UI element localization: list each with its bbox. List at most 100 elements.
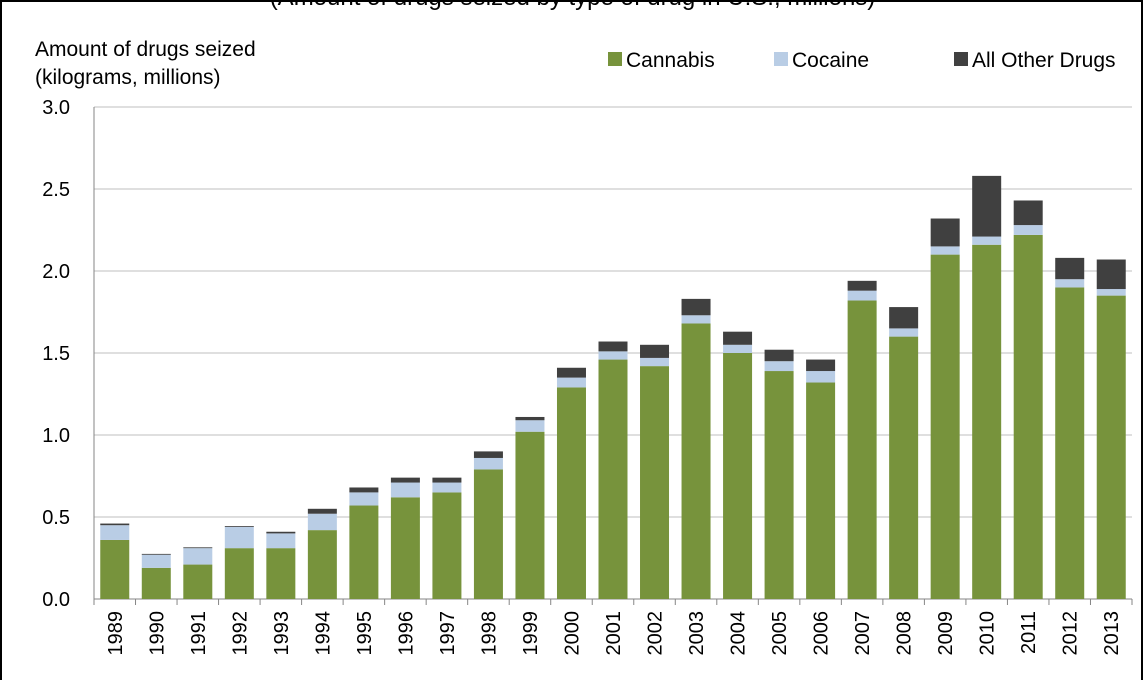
- bar-all-other-drugs: [972, 175, 1002, 237]
- bar-all-other-drugs: [141, 553, 171, 555]
- bar-cocaine: [224, 526, 254, 549]
- bar-all-other-drugs: [723, 331, 753, 345]
- bar-cannabis: [1055, 287, 1085, 599]
- x-tick-label: 1997: [437, 611, 459, 656]
- bar-all-other-drugs: [349, 487, 379, 493]
- x-tick-label: 1999: [520, 611, 542, 656]
- bar-all-other-drugs: [266, 531, 296, 534]
- x-tick-label: 1998: [478, 611, 500, 656]
- bar-cocaine: [515, 420, 545, 432]
- bar-all-other-drugs: [515, 416, 545, 421]
- bar-all-other-drugs: [598, 341, 628, 352]
- x-tick-label: 2007: [852, 611, 874, 656]
- bar-cannabis: [972, 244, 1002, 599]
- y-tick-label: 0.0: [42, 589, 70, 611]
- bar-cocaine: [556, 377, 586, 388]
- bar-cocaine: [930, 246, 960, 255]
- x-tick-label: 2004: [728, 611, 750, 656]
- bar-cannabis: [100, 539, 130, 599]
- bar-cocaine: [889, 328, 919, 337]
- legend-label: Cannabis: [626, 49, 715, 72]
- bar-cocaine: [473, 457, 503, 470]
- bar-all-other-drugs: [224, 526, 254, 527]
- bar-cannabis: [1096, 295, 1126, 599]
- x-tick-label: 1990: [146, 611, 168, 656]
- y-tick-label: 3.0: [42, 97, 70, 119]
- x-tick-label: 1994: [312, 611, 334, 656]
- bar-cannabis: [764, 371, 794, 599]
- bar-cannabis: [723, 353, 753, 599]
- bar-all-other-drugs: [764, 349, 794, 362]
- bar-cocaine: [972, 236, 1002, 245]
- x-tick-label: 2005: [769, 611, 791, 656]
- x-tick-label: 1995: [354, 611, 376, 656]
- bar-all-other-drugs: [473, 451, 503, 458]
- bar-cannabis: [473, 469, 503, 599]
- x-tick-label: 2008: [894, 611, 916, 656]
- x-tick-label: 2000: [561, 611, 583, 656]
- legend-swatch: [954, 52, 968, 66]
- x-tick-label: 2010: [977, 611, 999, 656]
- bar-cocaine: [141, 554, 171, 568]
- x-tick-label: 1996: [395, 611, 417, 656]
- x-tick-label: 2001: [603, 611, 625, 656]
- x-tick-label: 2013: [1101, 611, 1123, 656]
- y-axis-label: Amount of drugs seized (kilograms, milli…: [35, 36, 256, 92]
- bar-all-other-drugs: [806, 359, 836, 372]
- bar-cocaine: [266, 533, 296, 549]
- bar-all-other-drugs: [930, 218, 960, 247]
- bar-cocaine: [349, 492, 379, 506]
- bar-cocaine: [432, 482, 462, 493]
- bar-cocaine: [847, 290, 877, 301]
- bar-cocaine: [723, 344, 753, 353]
- chart-caption: (Amount of drugs seized by type of drug …: [0, 0, 1145, 12]
- y-tick-label: 2.0: [42, 261, 70, 283]
- legend-label: All Other Drugs: [972, 49, 1116, 72]
- legend-swatch: [774, 52, 788, 66]
- bar-cannabis: [432, 492, 462, 599]
- x-tick-label: 1993: [271, 611, 293, 656]
- bar-cocaine: [1055, 279, 1085, 288]
- x-tick-label: 2011: [1018, 611, 1040, 654]
- legend-swatch: [608, 52, 622, 66]
- bar-all-other-drugs: [556, 367, 586, 378]
- bar-all-other-drugs: [390, 477, 420, 483]
- bar-cannabis: [307, 530, 337, 599]
- bar-cocaine: [598, 351, 628, 360]
- x-tick-label: 2012: [1060, 611, 1082, 656]
- bar-cannabis: [141, 567, 171, 599]
- bar-cannabis: [806, 382, 836, 599]
- x-tick-label: 2002: [645, 611, 667, 656]
- legend-label: Cocaine: [792, 49, 869, 72]
- y-tick-label: 1.5: [42, 343, 70, 365]
- bar-cannabis: [640, 366, 670, 599]
- x-tick-label: 1991: [188, 611, 210, 656]
- bar-cannabis: [183, 564, 213, 599]
- bar-cocaine: [390, 482, 420, 498]
- bar-all-other-drugs: [183, 547, 213, 549]
- bar-all-other-drugs: [640, 344, 670, 358]
- bar-cocaine: [100, 525, 130, 540]
- bar-all-other-drugs: [1055, 257, 1085, 280]
- x-tick-label: 2009: [935, 611, 957, 656]
- bar-cocaine: [640, 357, 670, 367]
- bar-all-other-drugs: [681, 298, 711, 316]
- bar-cannabis: [556, 387, 586, 599]
- bar-cannabis: [390, 497, 420, 599]
- bar-cannabis: [598, 359, 628, 599]
- bar-all-other-drugs: [307, 508, 337, 514]
- x-tick-label: 1989: [105, 611, 127, 656]
- bar-cocaine: [1096, 289, 1126, 296]
- y-axis-label-line1: Amount of drugs seized: [35, 38, 256, 61]
- bar-all-other-drugs: [1013, 200, 1043, 226]
- bar-cocaine: [307, 513, 337, 531]
- bar-cannabis: [266, 548, 296, 599]
- bar-cannabis: [224, 548, 254, 599]
- bar-all-other-drugs: [1096, 259, 1126, 290]
- x-tick-label: 1992: [229, 611, 251, 656]
- bar-cannabis: [1013, 234, 1043, 600]
- bar-cannabis: [930, 254, 960, 599]
- y-tick-label: 0.5: [42, 507, 70, 529]
